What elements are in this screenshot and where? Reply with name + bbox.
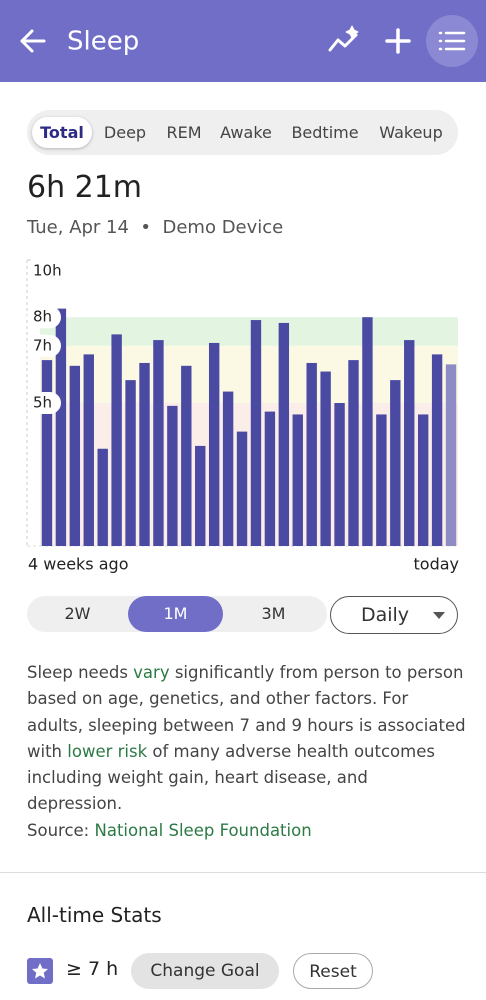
bar — [195, 445, 206, 546]
insights-button[interactable] — [328, 25, 359, 52]
bar — [417, 414, 429, 546]
tick-label-bg — [27, 392, 61, 414]
description-segment: Sleep needs — [27, 663, 134, 682]
range-option[interactable]: 3M — [261, 604, 286, 623]
summary-value: 6h 21m — [27, 170, 143, 205]
description-segment: of many adverse health outcomes includin… — [27, 741, 441, 814]
bar — [334, 403, 345, 546]
bar — [431, 354, 443, 546]
goal-value: ≥ 7 h — [66, 958, 119, 980]
y-tick-label: 10h — [33, 262, 62, 280]
reset-button[interactable]: Reset — [293, 953, 373, 989]
summary-date: Tue, Apr 14 — [27, 217, 129, 238]
bar — [250, 320, 262, 546]
header-icons: Sleep — [20, 15, 478, 67]
bar — [376, 414, 387, 546]
metric-tab[interactable]: REM — [166, 123, 202, 142]
bar — [264, 411, 276, 546]
y-tick-label: 5h — [33, 394, 52, 412]
sleep-chart: 10h 8h 7h 5h 4 weeks ago today — [26, 259, 460, 574]
description-link[interactable]: vary — [133, 663, 170, 682]
bar — [69, 365, 81, 546]
bar — [153, 340, 164, 546]
bar — [181, 365, 192, 546]
separator: • — [140, 217, 152, 238]
bar — [97, 448, 108, 546]
back-button[interactable] — [20, 29, 46, 53]
metric-tab[interactable]: Bedtime — [291, 123, 359, 142]
description-link[interactable]: lower risk — [67, 741, 148, 761]
bar — [320, 371, 331, 546]
divider — [0, 872, 486, 873]
page-title: Sleep — [67, 27, 139, 57]
dropdown-value: Daily — [360, 604, 410, 626]
bar — [348, 360, 359, 546]
bar — [390, 380, 401, 546]
x-start-label: 4 weeks ago — [28, 555, 128, 574]
bar — [222, 391, 234, 546]
description-text: Sleep needs vary significantly from pers… — [27, 663, 471, 813]
stats-title: All-time Stats — [27, 903, 162, 927]
bar — [41, 360, 53, 546]
bar — [278, 322, 290, 546]
range-option[interactable]: 1M — [128, 596, 223, 632]
bar — [83, 354, 94, 546]
bar — [445, 364, 457, 546]
source-link[interactable]: National Sleep Foundation — [94, 820, 312, 840]
summary-meta: Tue, Apr 14 • Demo Device — [27, 217, 283, 238]
metric-tab[interactable]: Awake — [220, 123, 272, 142]
dropdown-arrow — [433, 612, 445, 619]
y-tick-label: 8h — [33, 308, 52, 326]
goal-band — [40, 403, 458, 546]
bar — [111, 334, 122, 546]
bar — [306, 362, 317, 546]
range-option[interactable]: 2W — [64, 604, 91, 623]
bar — [139, 362, 150, 546]
y-tick-label: 7h — [33, 336, 52, 354]
bar — [292, 414, 303, 546]
source-label: Source: — [27, 820, 95, 840]
device: Demo Device — [162, 217, 284, 238]
description-segment: significantly from person to person base… — [27, 663, 471, 761]
change-goal-button[interactable]: Change Goal — [131, 953, 279, 989]
metric-tabs: Total Deep REM Awake Bedtime Wakeup — [27, 110, 458, 155]
bar — [362, 317, 373, 546]
metric-tab[interactable]: Wakeup — [379, 123, 443, 142]
goal-star — [27, 958, 53, 984]
metric-tab[interactable]: Deep — [103, 123, 147, 142]
bar — [167, 405, 178, 546]
bar — [208, 342, 220, 546]
x-end-label: today — [414, 555, 460, 574]
range-selector: 2W 1M 3M — [27, 596, 327, 632]
interval-dropdown[interactable]: Daily — [330, 596, 458, 634]
add-button[interactable] — [385, 28, 411, 54]
tick-label-bg — [27, 306, 61, 329]
bar — [236, 431, 248, 546]
tick-label-bg — [27, 334, 61, 357]
header-bar: Sleep — [0, 0, 486, 82]
bar — [125, 380, 136, 546]
bar — [55, 308, 67, 546]
bar — [404, 340, 415, 546]
description: Sleep needs vary significantly from pers… — [27, 660, 467, 844]
goal-band — [40, 345, 458, 403]
metric-tab[interactable]: Total — [32, 117, 92, 148]
list-icon — [438, 31, 466, 51]
goal-band — [40, 317, 458, 346]
